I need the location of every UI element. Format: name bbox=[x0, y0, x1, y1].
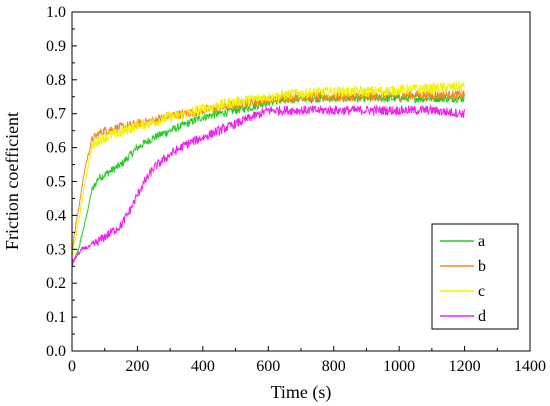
y-tick-label: 0.5 bbox=[46, 174, 66, 191]
y-tick-label: 0.2 bbox=[46, 275, 66, 292]
y-tick-label: 0.4 bbox=[46, 207, 66, 224]
y-tick-label: 0.6 bbox=[46, 140, 66, 157]
series-line-a bbox=[71, 93, 466, 267]
y-tick-label: 0.1 bbox=[46, 309, 66, 326]
legend-label-c: c bbox=[478, 283, 485, 300]
series-line-d bbox=[71, 103, 466, 265]
legend-label-a: a bbox=[478, 233, 485, 250]
series-line-b bbox=[71, 88, 466, 251]
legend-label-b: b bbox=[478, 258, 486, 275]
x-tick-label: 0 bbox=[68, 358, 76, 375]
series-line-c bbox=[71, 81, 465, 257]
y-tick-label: 0.8 bbox=[46, 72, 66, 89]
y-tick-label: 0.7 bbox=[46, 106, 66, 123]
y-tick-label: 0.0 bbox=[46, 343, 66, 360]
y-tick-label: 0.3 bbox=[46, 241, 66, 258]
legend-label-d: d bbox=[478, 308, 486, 325]
x-axis-title: Time (s) bbox=[271, 382, 332, 403]
y-axis: 0.0 0.1 0.2 0.3 0.4 0.5 0.6 0.7 0.8 0.9 1.0 bbox=[46, 4, 77, 360]
x-tick-label: 200 bbox=[125, 358, 149, 375]
legend-box bbox=[431, 223, 519, 330]
y-tick-label: 0.9 bbox=[46, 38, 66, 55]
x-tick-label: 1400 bbox=[514, 358, 546, 375]
y-axis-title: Friction coefficient bbox=[2, 112, 22, 250]
x-axis: 0 200 400 600 800 1000 1200 1400 bbox=[68, 346, 546, 375]
x-tick-label: 400 bbox=[191, 358, 215, 375]
x-tick-label: 600 bbox=[256, 358, 280, 375]
x-tick-label: 800 bbox=[322, 358, 346, 375]
series-layer bbox=[71, 81, 466, 267]
x-tick-label: 1000 bbox=[383, 358, 415, 375]
x-tick-label: 1200 bbox=[449, 358, 481, 375]
y-tick-label: 1.0 bbox=[46, 4, 66, 21]
